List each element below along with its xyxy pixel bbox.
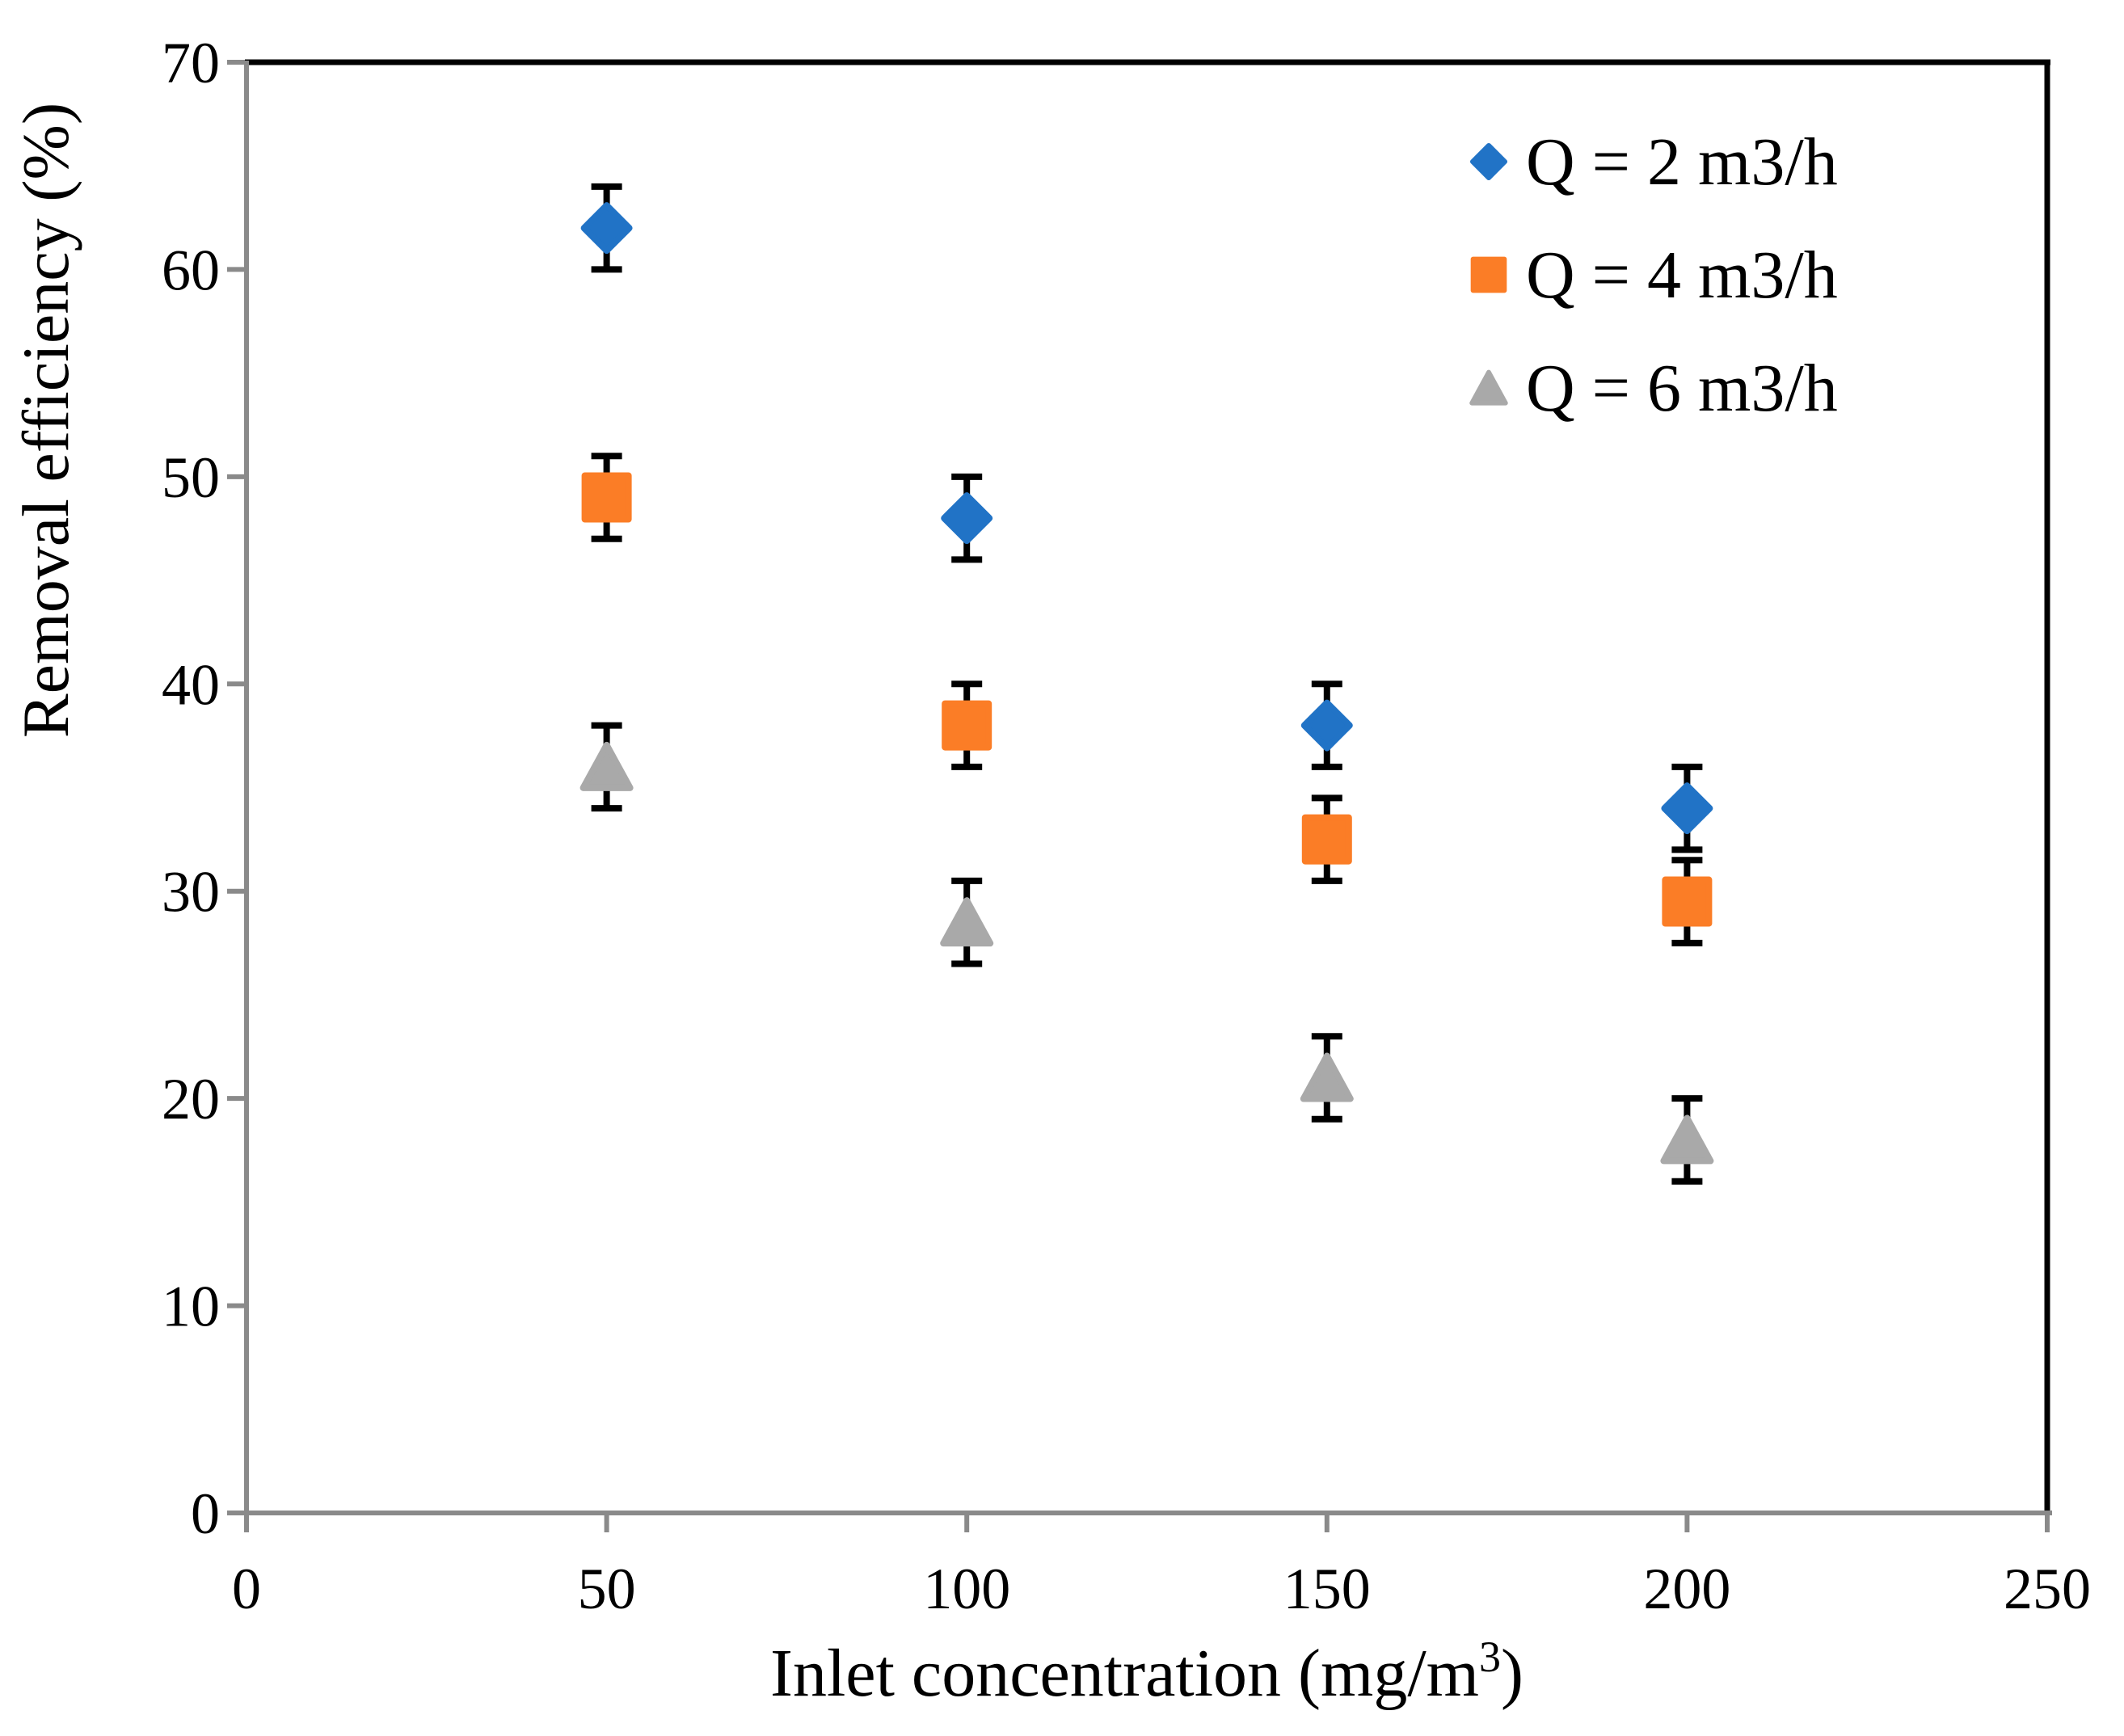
y-tick-label: 30 <box>162 860 220 925</box>
y-tick-label: 10 <box>162 1275 220 1339</box>
y-axis-title: Removal efficiency (%) <box>9 103 82 738</box>
data-point-marker <box>942 700 992 751</box>
x-tick-label: 0 <box>232 1557 261 1621</box>
x-tick-label: 150 <box>1283 1557 1371 1621</box>
x-tick-label: 100 <box>923 1557 1010 1621</box>
legend-marker-square <box>1470 256 1507 293</box>
data-point-marker <box>1300 699 1353 752</box>
x-tick-label: 250 <box>2004 1557 2091 1621</box>
x-axis-title: Inlet concentration (mg/m3) <box>770 1633 1523 1711</box>
series-triangle <box>579 722 1714 1185</box>
data-point-marker <box>1661 782 1713 835</box>
legend-item: Q = 4 m3/h <box>1470 238 1838 313</box>
x-tick-label: 200 <box>1643 1557 1730 1621</box>
legend-label: Q = 4 m3/h <box>1526 238 1838 313</box>
series-square <box>581 453 1713 946</box>
y-tick-label: 20 <box>162 1067 220 1131</box>
data-point-marker <box>1301 814 1352 865</box>
y-tick-label: 0 <box>191 1481 220 1546</box>
legend-item: Q = 2 m3/h <box>1469 124 1838 200</box>
series-diamond <box>580 183 1713 853</box>
legend-item: Q = 6 m3/h <box>1469 351 1838 426</box>
legend: Q = 2 m3/h Q = 4 m3/h Q = 6 m3/h <box>1469 124 1838 426</box>
data-point-marker <box>941 492 993 545</box>
legend-label: Q = 6 m3/h <box>1526 351 1838 426</box>
data-point-marker <box>1660 1114 1714 1165</box>
legend-label: Q = 2 m3/h <box>1526 124 1838 200</box>
x-tick-label: 50 <box>578 1557 636 1621</box>
y-tick-label: 50 <box>162 445 220 510</box>
y-tick-label: 70 <box>162 31 220 95</box>
data-point-marker <box>1300 1052 1354 1102</box>
data-point-marker <box>581 472 632 523</box>
legend-marker-diamond <box>1469 142 1508 181</box>
y-tick-label: 60 <box>162 238 220 302</box>
legend-marker-triangle <box>1469 369 1508 406</box>
data-point-marker <box>580 202 633 255</box>
data-point-marker <box>579 741 634 791</box>
data-point-marker <box>940 897 994 947</box>
y-tick-label: 40 <box>162 652 220 717</box>
data-point-marker <box>1662 876 1713 927</box>
